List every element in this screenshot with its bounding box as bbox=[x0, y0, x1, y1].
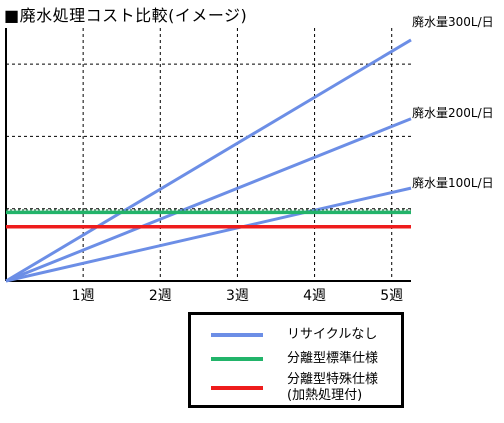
legend: リサイクルなし 分離型標準仕様 分離型特殊仕様 (加熱処理付) bbox=[188, 312, 404, 408]
series-line-1 bbox=[5, 38, 412, 283]
grid-lines bbox=[6, 28, 411, 281]
x-tick-labels: 1週 2週 3週 4週 5週 bbox=[72, 288, 403, 304]
legend-swatch-red bbox=[211, 386, 263, 390]
legend-item-recycle-none: リサイクルなし bbox=[191, 325, 401, 345]
x-tick-label-2: 2週 bbox=[149, 288, 172, 304]
series-lines bbox=[5, 38, 412, 283]
axes bbox=[5, 28, 411, 282]
x-tick-label-5: 5週 bbox=[380, 288, 403, 304]
x-tick-label-3: 3週 bbox=[226, 288, 249, 304]
legend-swatch-green bbox=[211, 357, 263, 361]
chart-title: ■廃水処理コスト比較(イメージ) bbox=[4, 6, 248, 25]
series-label-100: 廃水量100L/日 bbox=[412, 176, 494, 190]
legend-item-special: 分離型特殊仕様 (加熱処理付) bbox=[191, 371, 401, 405]
legend-label-standard: 分離型標準仕様 bbox=[287, 351, 379, 366]
x-tick-label-1: 1週 bbox=[72, 288, 95, 304]
x-tick-label-4: 4週 bbox=[303, 288, 326, 304]
series-label-200: 廃水量200L/日 bbox=[412, 106, 494, 120]
legend-label-special: 分離型特殊仕様 (加熱処理付) bbox=[287, 372, 379, 403]
legend-label-recycle-none: リサイクルなし bbox=[287, 327, 378, 342]
series-line-2 bbox=[5, 117, 412, 283]
series-label-300: 廃水量300L/日 bbox=[412, 15, 494, 29]
series-line-3 bbox=[5, 186, 412, 283]
legend-swatch-blue bbox=[211, 333, 263, 337]
legend-item-standard: 分離型標準仕様 bbox=[191, 349, 401, 369]
